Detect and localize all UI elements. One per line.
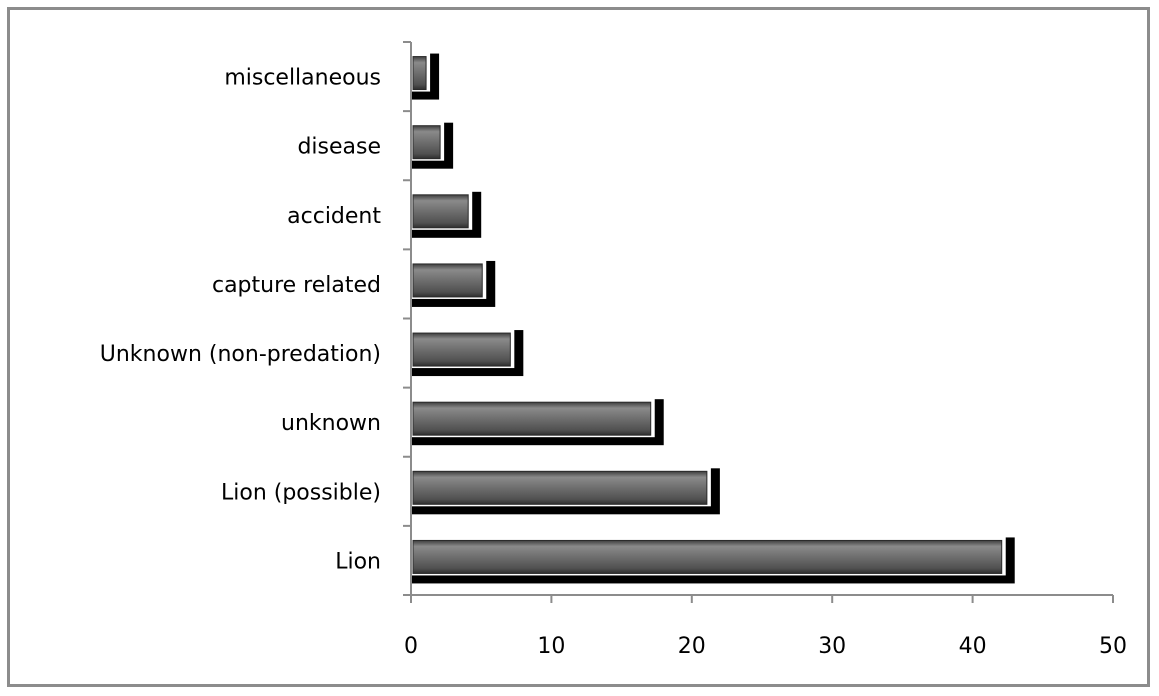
bar	[411, 329, 524, 377]
x-tick-label: 10	[537, 634, 565, 659]
bar	[411, 52, 440, 100]
bar-fill	[412, 401, 652, 436]
x-tick-label: 30	[818, 634, 846, 659]
category-label: accident	[287, 204, 381, 229]
bars-layer	[411, 52, 1015, 584]
axes	[403, 41, 1114, 603]
category-label: Lion (possible)	[221, 480, 381, 505]
bar-fill	[412, 539, 1003, 574]
labels-layer: 0 10 20 30 40 50 Lion Lion (possible) unknown Unk…	[100, 66, 1127, 659]
bar	[411, 121, 454, 169]
bar	[411, 259, 496, 307]
bar	[411, 536, 1015, 584]
category-label: miscellaneous	[224, 66, 381, 91]
bar-fill	[412, 470, 708, 505]
x-tick-label: 0	[404, 634, 418, 659]
bar-fill	[412, 56, 427, 91]
category-label: Unknown (non-predation)	[100, 342, 381, 367]
category-label: capture related	[212, 273, 381, 298]
bar-fill	[412, 125, 441, 160]
x-tick-label: 50	[1099, 634, 1127, 659]
category-label: unknown	[281, 411, 381, 436]
bar	[411, 398, 664, 446]
bar-fill	[412, 263, 483, 298]
category-label: disease	[297, 135, 381, 160]
bar-fill	[412, 194, 469, 229]
category-label: Lion	[335, 549, 381, 574]
bar	[411, 190, 482, 238]
x-tick-label: 40	[959, 634, 987, 659]
bar-fill	[412, 332, 511, 367]
x-tick-label: 20	[678, 634, 706, 659]
bar	[411, 467, 720, 515]
